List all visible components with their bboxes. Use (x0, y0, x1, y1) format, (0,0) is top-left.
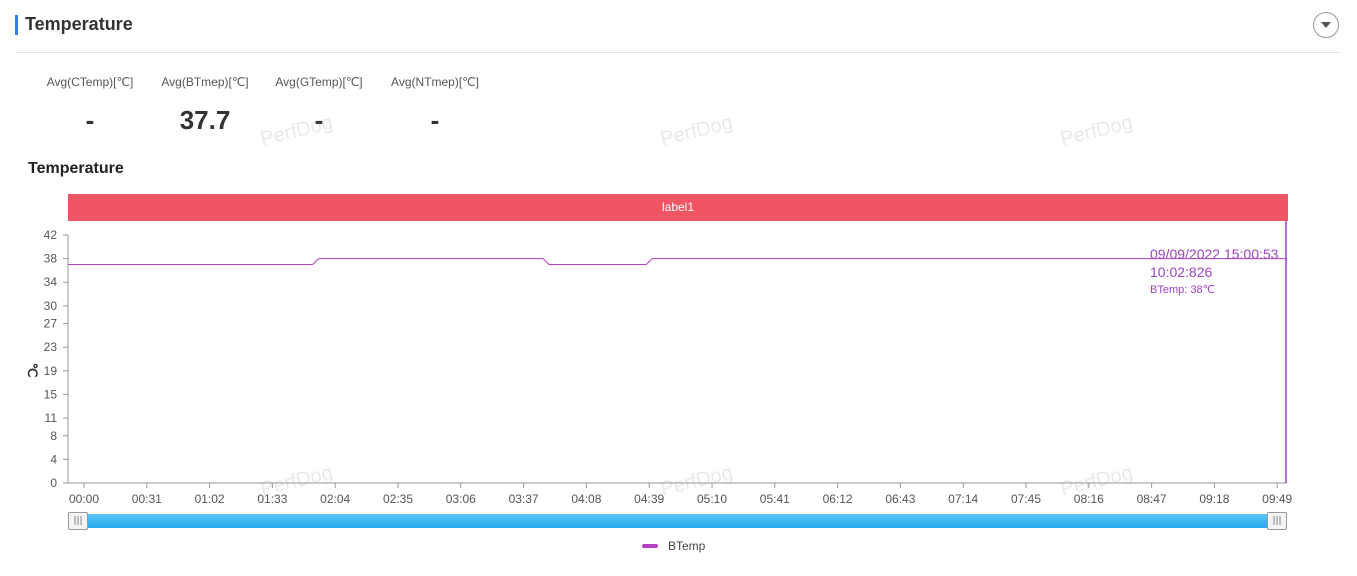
x-tick-label: 07:45 (1011, 492, 1041, 506)
x-tick-label: 07:14 (948, 492, 978, 506)
stat-label: Avg(GTemp)[℃] (275, 75, 363, 89)
y-tick-label: 8 (50, 429, 57, 443)
x-tick-label: 05:41 (760, 492, 790, 506)
tooltip-date: 09/09/2022 15:00:53 (1150, 246, 1279, 262)
stat-value: - (430, 105, 440, 135)
x-tick-label: 09:49 (1262, 492, 1292, 506)
x-tick-label: 03:37 (509, 492, 539, 506)
header-accent-bar (15, 15, 18, 35)
x-tick-label: 01:02 (195, 492, 225, 506)
y-tick-label: 27 (44, 317, 58, 331)
x-tick-label: 04:08 (571, 492, 601, 506)
panel-title: Temperature (25, 14, 133, 34)
stat-ntemp: Avg(NTmep)[℃] - (375, 75, 495, 135)
x-tick-label: 06:43 (885, 492, 915, 506)
header-divider (15, 52, 1340, 53)
x-tick-label: 09:18 (1199, 492, 1229, 506)
y-tick-label: 19 (44, 364, 58, 378)
y-tick-label: 15 (44, 387, 58, 401)
zoom-slider-left-handle[interactable]: ||| (68, 512, 88, 530)
chart-title: Temperature (28, 160, 124, 177)
y-tick-label: 38 (44, 252, 58, 266)
tooltip-time: 10:02:826 (1150, 264, 1213, 280)
y-tick-label: 34 (44, 275, 58, 289)
stat-value: - (85, 105, 95, 135)
zoom-slider-track[interactable] (75, 514, 1281, 528)
cursor-tooltip: 09/09/2022 15:00:53 10:02:826 BTemp: 38℃ (1150, 245, 1278, 296)
tooltip-value: BTemp: 38℃ (1150, 284, 1215, 296)
stat-value: 37.7 (179, 105, 231, 135)
x-tick-label: 08:16 (1074, 492, 1104, 506)
collapse-toggle-button[interactable] (1313, 12, 1339, 38)
panel-header: Temperature (0, 0, 1357, 52)
x-tick-label: 03:06 (446, 492, 476, 506)
stat-label: Avg(CTemp)[℃] (46, 75, 134, 89)
y-tick-label: 30 (44, 299, 58, 313)
x-tick-label: 04:39 (634, 492, 664, 506)
x-tick-label: 08:47 (1137, 492, 1167, 506)
stat-label: Avg(NTmep)[℃] (391, 75, 479, 89)
x-tick-label: 02:04 (320, 492, 350, 506)
y-tick-label: 11 (45, 411, 58, 425)
y-axis-label: ℃ (25, 363, 40, 378)
stat-value: - (314, 105, 324, 135)
x-tick-label: 05:10 (697, 492, 727, 506)
stat-btemp: Avg(BTmep)[℃] 37.7 (145, 75, 265, 135)
x-tick-label: 02:35 (383, 492, 413, 506)
legend-swatch (642, 544, 658, 548)
x-tick-label: 06:12 (823, 492, 853, 506)
zoom-slider-right-handle[interactable]: ||| (1267, 512, 1287, 530)
x-tick-label: 00:00 (69, 492, 99, 506)
y-tick-label: 23 (44, 340, 58, 354)
stat-gtemp: Avg(GTemp)[℃] - (259, 75, 379, 135)
legend-label: BTemp (668, 539, 706, 553)
stat-label: Avg(BTmep)[℃] (161, 75, 249, 89)
x-tick-label: 01:33 (257, 492, 287, 506)
y-tick-label: 0 (50, 476, 57, 490)
stat-ctemp: Avg(CTemp)[℃] - (30, 75, 150, 135)
x-tick-label: 00:31 (132, 492, 162, 506)
series-line-btemp (68, 258, 1287, 265)
chevron-down-icon (1321, 22, 1331, 28)
y-tick-label: 42 (44, 228, 58, 242)
label-band[interactable]: label1 (68, 194, 1288, 221)
y-tick-label: 4 (50, 452, 57, 466)
